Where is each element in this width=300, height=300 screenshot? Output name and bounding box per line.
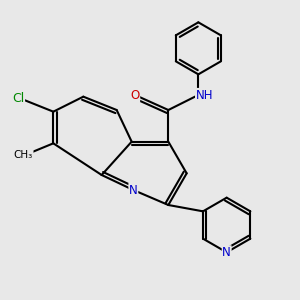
Text: N: N bbox=[222, 246, 231, 259]
Text: O: O bbox=[130, 88, 140, 101]
Text: NH: NH bbox=[196, 88, 213, 101]
Text: N: N bbox=[129, 184, 138, 196]
Text: Cl: Cl bbox=[12, 92, 25, 105]
Text: CH₃: CH₃ bbox=[14, 150, 33, 160]
